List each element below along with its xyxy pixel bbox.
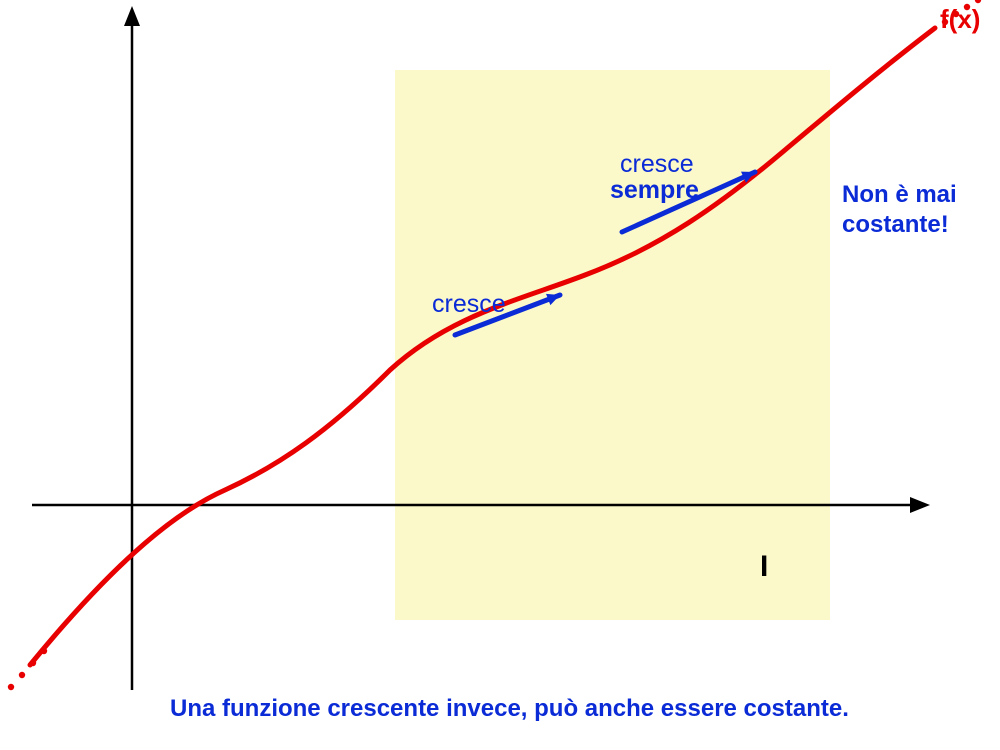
curve-dot-end [975, 0, 981, 3]
label-non-mai-2: costante! [842, 211, 949, 238]
interval-label: I [760, 550, 768, 583]
x-axis-arrow [910, 497, 930, 513]
caption-text: Una funzione crescente invece, può anche… [170, 695, 849, 722]
fx-label: f(x) [940, 4, 980, 34]
interval-highlight [395, 70, 830, 620]
label-sempre: sempre [610, 176, 699, 204]
y-axis-arrow [124, 6, 140, 26]
label-cresce-2: cresce [620, 150, 694, 178]
label-non-mai-1: Non è mai [842, 181, 957, 208]
label-cresce-1: cresce [432, 290, 506, 318]
curve-dot-start [8, 684, 14, 690]
curve-dot-start [19, 672, 25, 678]
